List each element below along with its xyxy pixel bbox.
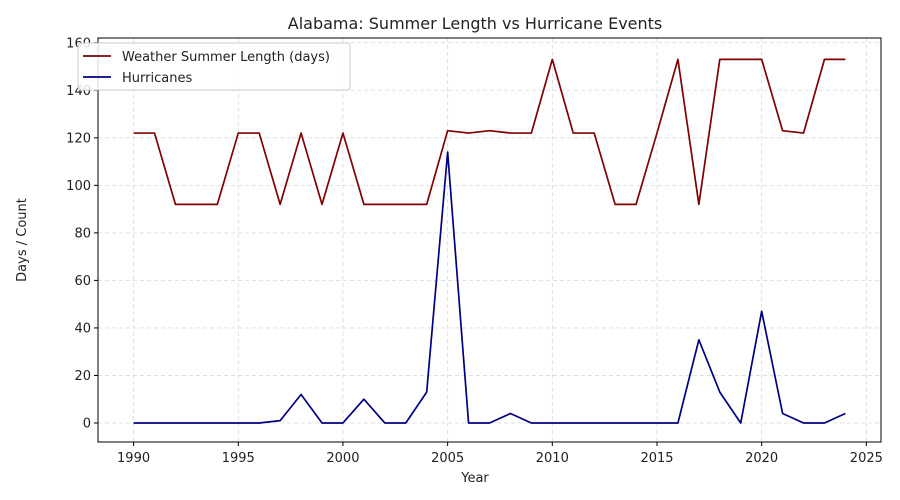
legend: Weather Summer Length (days) Hurricanes bbox=[77, 42, 351, 91]
series-layer bbox=[133, 58, 846, 424]
x-tick-label: 1990 bbox=[117, 451, 150, 466]
ticks: 1990 1995 2000 2005 2010 2015 2020 2025 0 20 40 60 8… bbox=[66, 36, 883, 466]
legend-label-summer-length: Weather Summer Length (days) bbox=[122, 50, 330, 65]
chart-title: Alabama: Summer Length vs Hurricane Even… bbox=[288, 14, 663, 33]
x-tick-label: 2005 bbox=[431, 451, 464, 466]
y-axis-title: Days / Count bbox=[15, 198, 30, 282]
y-tick-label: 120 bbox=[66, 131, 91, 146]
x-tick-label: 2010 bbox=[536, 451, 569, 466]
series-hurricanes-line bbox=[133, 151, 846, 424]
x-tick-label: 2020 bbox=[745, 451, 778, 466]
x-tick-label: 2025 bbox=[850, 451, 883, 466]
legend-label-hurricanes: Hurricanes bbox=[122, 71, 192, 86]
y-tick-label: 80 bbox=[74, 226, 91, 241]
series-summer-length-line bbox=[133, 58, 846, 206]
y-tick-label: 20 bbox=[74, 369, 91, 384]
plot-frame bbox=[97, 37, 882, 443]
grid bbox=[98, 38, 881, 442]
y-tick-label: 100 bbox=[66, 179, 91, 194]
legend-box bbox=[77, 42, 351, 91]
y-tick-label: 0 bbox=[83, 416, 91, 431]
x-tick-label: 2015 bbox=[640, 451, 673, 466]
x-axis-title: Year bbox=[460, 471, 489, 486]
y-tick-label: 40 bbox=[74, 321, 91, 336]
x-tick-label: 2000 bbox=[326, 451, 359, 466]
x-tick-label: 1995 bbox=[222, 451, 255, 466]
y-tick-label: 60 bbox=[74, 274, 91, 289]
